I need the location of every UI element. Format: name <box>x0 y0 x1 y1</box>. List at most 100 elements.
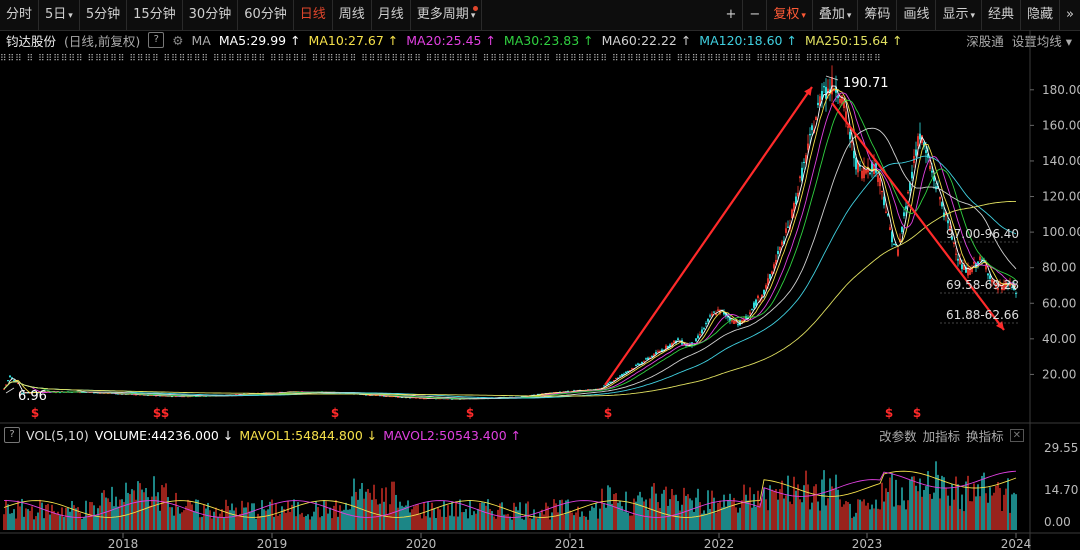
volume-bar <box>585 516 587 530</box>
volume-bar <box>59 515 61 530</box>
close-icon[interactable]: ✕ <box>1009 428 1024 442</box>
volume-bar <box>393 481 395 530</box>
volume-bar <box>705 513 707 530</box>
info-link-0[interactable]: 深股通 <box>966 33 1004 49</box>
volume-bar <box>297 502 299 530</box>
volume-bar <box>687 494 689 530</box>
toolbar-tool-0[interactable]: + <box>720 0 744 30</box>
volume-bar <box>713 497 715 530</box>
volume-bar <box>589 510 591 530</box>
volume-bar <box>985 493 987 530</box>
period-tab-5[interactable]: 60分钟 <box>238 0 294 30</box>
volume-bar <box>735 507 737 530</box>
info-link-1[interactable]: 设置均线 ▾ <box>1011 33 1072 49</box>
toolbar-tool-3[interactable]: 叠加 ▾ <box>813 0 859 30</box>
volume-bar <box>339 505 341 530</box>
volume-bar <box>237 516 239 530</box>
candle-body <box>997 288 999 290</box>
volume-bar <box>243 507 245 530</box>
candle-body <box>917 136 919 146</box>
period-tab-1[interactable]: 5日 ▾ <box>39 0 80 30</box>
volume-bar <box>929 494 931 530</box>
toolbar-tool-5[interactable]: 画线 <box>897 0 937 30</box>
volume-bar <box>419 514 421 530</box>
volume-link-1[interactable]: 加指标 <box>922 428 961 444</box>
volume-bar <box>937 474 939 530</box>
volume-bar <box>495 518 497 530</box>
volume-bar <box>67 507 69 530</box>
candle-body <box>827 88 829 94</box>
candle-body <box>889 227 891 231</box>
volume-bar <box>895 479 897 530</box>
volume-bar <box>103 490 105 530</box>
toolbar-tool-6[interactable]: 显示 ▾ <box>936 0 982 30</box>
candle-body <box>915 149 917 156</box>
volume-bar <box>337 516 339 530</box>
volume-link-2[interactable]: 换指标 <box>966 428 1004 444</box>
period-tab-label: 5分钟 <box>85 7 121 22</box>
toolbar-tool-4[interactable]: 筹码 <box>858 0 898 30</box>
volume-bar <box>355 491 357 530</box>
volume-bar <box>225 499 227 530</box>
volume-bar <box>867 502 869 530</box>
period-tab-3[interactable]: 15分钟 <box>127 0 183 30</box>
s-signal-icon: $ <box>153 406 161 420</box>
volume-bar <box>19 506 21 530</box>
volume-bar <box>975 496 977 530</box>
expand-icon[interactable]: » <box>1066 7 1074 22</box>
volume-bar <box>303 516 305 530</box>
candlestick-series <box>3 65 1017 400</box>
gear-icon[interactable]: ⚙ <box>172 32 184 48</box>
period-tab-4[interactable]: 30分钟 <box>183 0 239 30</box>
candle-body <box>705 322 707 325</box>
volume-bar <box>175 492 177 530</box>
period-tab-2[interactable]: 5分钟 <box>80 0 128 30</box>
volume-bar <box>261 500 263 530</box>
toolbar-tool-1[interactable]: − <box>743 0 768 30</box>
period-tab-0[interactable]: 分时 <box>0 0 40 30</box>
volume-bar <box>159 510 161 530</box>
volume-bar <box>537 518 539 530</box>
period-tab-label: 15分钟 <box>133 7 176 22</box>
period-tab-6[interactable]: 日线 <box>294 0 333 30</box>
toolbar-tool-7[interactable]: 经典 <box>982 0 1022 30</box>
volume-bar <box>471 515 473 530</box>
toolbar-tool-label: 画线 <box>903 7 930 22</box>
candle-body <box>995 283 997 288</box>
candle-body <box>13 380 15 382</box>
volume-bar <box>517 510 519 530</box>
period-tab-9[interactable]: 更多周期 ▾ <box>411 0 483 30</box>
period-tab-7[interactable]: 周线 <box>333 0 372 30</box>
help-icon[interactable]: ? <box>148 32 165 48</box>
volume-bar <box>345 502 347 530</box>
volume-bar <box>593 507 595 530</box>
period-tab-8[interactable]: 月线 <box>372 0 411 30</box>
toolbar-tool-label: 经典 <box>988 7 1015 22</box>
toolbar-tool-8[interactable]: 隐藏 <box>1021 0 1061 30</box>
candle-body <box>925 150 927 153</box>
volume-help-icon[interactable]: ? <box>4 427 20 443</box>
volume-bar <box>939 498 941 530</box>
candle-body <box>907 192 909 194</box>
volume-bar <box>197 499 199 530</box>
s-signal-icon: $ <box>31 406 39 420</box>
volume-bar <box>341 510 343 530</box>
volume-link-0[interactable]: 改参数 <box>879 428 917 444</box>
volume-bar <box>313 511 315 530</box>
volume-bar <box>87 513 89 530</box>
candle-body <box>909 182 911 192</box>
volume-bar <box>435 518 437 530</box>
candle-body <box>737 324 739 326</box>
volume-bar <box>441 516 443 530</box>
candle-body <box>621 374 623 376</box>
candle-body <box>807 143 809 150</box>
toolbar-tool-2[interactable]: 复权 ▾ <box>767 0 813 30</box>
volume-bar <box>239 513 241 530</box>
volume-bar <box>65 507 67 530</box>
volume-bar <box>963 511 965 530</box>
candle-body <box>855 157 857 170</box>
volume-bar <box>415 505 417 530</box>
volume-bar <box>311 516 313 530</box>
volume-bar <box>299 514 301 530</box>
